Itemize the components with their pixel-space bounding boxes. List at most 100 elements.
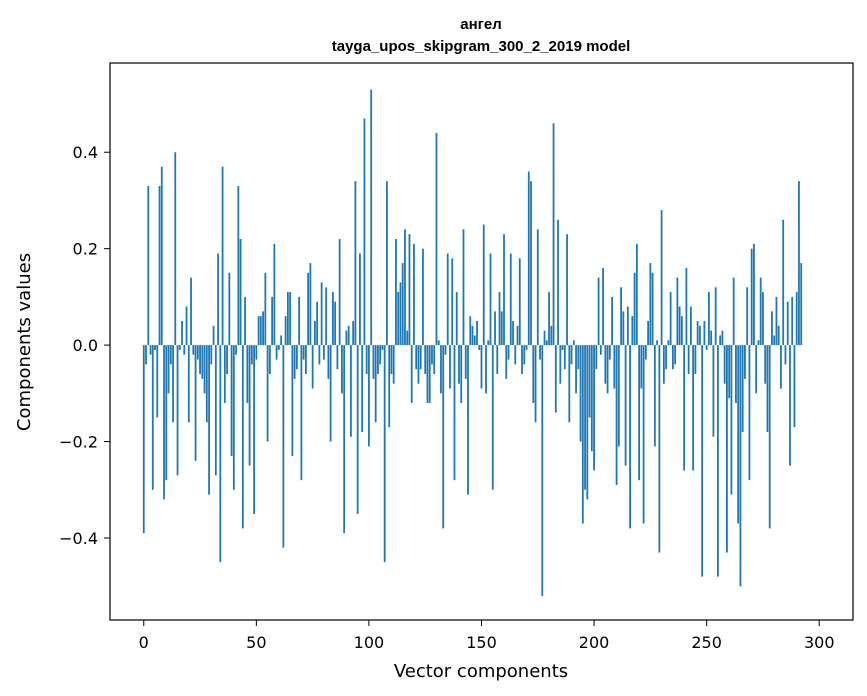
bar-10	[165, 345, 168, 481]
bar-183	[554, 345, 557, 413]
bar-150	[480, 345, 483, 389]
bar-134	[444, 345, 447, 355]
bar-194	[579, 345, 582, 442]
bar-197	[586, 345, 589, 500]
bar-40	[232, 345, 235, 490]
bar-120	[413, 243, 415, 346]
bar-55	[266, 345, 269, 442]
bar-196	[584, 345, 586, 490]
bar-46	[246, 345, 249, 403]
bar-218	[633, 272, 636, 346]
bar-257	[721, 330, 724, 346]
bar-65	[289, 292, 292, 346]
bar-226	[651, 272, 654, 346]
bar-268	[746, 287, 749, 346]
bar-256	[719, 335, 722, 346]
bar-224	[647, 321, 650, 346]
bar-34	[219, 345, 222, 563]
bar-57	[271, 296, 274, 346]
bar-292	[800, 263, 803, 346]
bar-233	[667, 340, 670, 346]
x-tick-label: 0	[139, 633, 149, 652]
bar-277	[766, 345, 769, 432]
bar-220	[638, 345, 641, 481]
bar-231	[662, 345, 665, 384]
bar-285	[784, 345, 787, 365]
bar-158	[498, 292, 501, 346]
bar-70	[300, 345, 303, 481]
bar-66	[291, 345, 294, 457]
bar-189	[568, 345, 571, 423]
bar-68	[295, 345, 298, 370]
bar-163	[509, 253, 512, 346]
bar-78	[318, 345, 321, 365]
bar-166	[516, 325, 519, 346]
bar-74	[309, 263, 312, 346]
bar-255	[717, 345, 719, 577]
bar-240	[683, 345, 686, 471]
bar-133	[442, 345, 445, 529]
bar-145	[469, 316, 472, 346]
bar-71	[302, 345, 305, 360]
bar-20	[187, 345, 190, 423]
bar-232	[665, 345, 668, 370]
bar-140	[458, 345, 460, 384]
bar-192	[575, 345, 577, 394]
y-tick-label: 0.2	[73, 240, 98, 259]
bar-50	[255, 345, 258, 360]
bar-28	[205, 345, 208, 423]
bar-39	[230, 345, 233, 457]
bar-160	[503, 234, 505, 346]
bar-14	[174, 152, 177, 346]
bar-235	[671, 345, 674, 370]
bar-243	[689, 306, 692, 346]
x-tick-label: 200	[579, 633, 610, 652]
bar-146	[471, 325, 474, 346]
bar-274	[759, 277, 762, 346]
bar-112	[395, 239, 397, 346]
bar-147	[473, 335, 476, 346]
bar-80	[322, 345, 325, 360]
bar-212	[620, 287, 622, 346]
bar-121	[415, 345, 418, 370]
bar-291	[798, 181, 800, 346]
bar-37	[226, 345, 228, 375]
bar-170	[525, 345, 528, 350]
bar-36	[223, 345, 226, 403]
bar-174	[534, 345, 537, 423]
bar-100	[368, 345, 370, 447]
bar-239	[680, 316, 683, 346]
bar-249	[703, 321, 706, 346]
x-axis-label: Vector components	[394, 661, 568, 682]
x-tick-label: 100	[354, 633, 385, 652]
bar-17	[181, 321, 183, 346]
bar-3	[149, 345, 152, 355]
bar-21	[190, 277, 192, 346]
bar-60	[277, 345, 280, 350]
bar-84	[332, 292, 334, 346]
bar-56	[268, 345, 271, 375]
bar-202	[597, 277, 600, 346]
bar-23	[194, 345, 197, 461]
bar-138	[453, 345, 456, 481]
bar-47	[248, 345, 251, 466]
bar-210	[615, 345, 618, 485]
bar-51	[257, 316, 260, 346]
bar-38	[228, 272, 231, 346]
bar-180	[548, 292, 550, 346]
bar-213	[622, 311, 625, 346]
bar-149	[478, 345, 481, 350]
bar-141	[460, 345, 463, 403]
bar-87	[338, 239, 341, 346]
bar-31	[212, 325, 215, 346]
bar-191	[572, 340, 575, 346]
bar-254	[714, 287, 717, 346]
bar-45	[244, 296, 246, 346]
bar-27	[203, 345, 206, 394]
bar-152	[485, 345, 487, 394]
bar-93	[352, 321, 355, 346]
bar-49	[253, 345, 255, 514]
bar-4	[151, 345, 154, 490]
bar-108	[386, 181, 388, 346]
